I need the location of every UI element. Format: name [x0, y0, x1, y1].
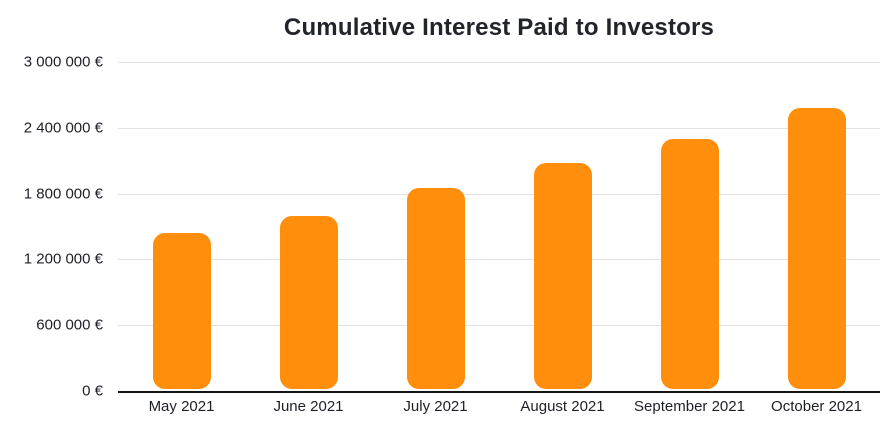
- gridline: [118, 325, 880, 327]
- bar-may-2021[interactable]: [152, 233, 211, 389]
- y-tick-label: 0 €: [82, 382, 103, 400]
- y-tick-label: 1 800 000 €: [23, 185, 103, 203]
- gridline: [118, 259, 880, 261]
- y-tick-label: 3 000 000 €: [23, 53, 103, 71]
- bar-june-2021[interactable]: [279, 215, 338, 389]
- x-tick-label: August 2021: [520, 398, 605, 415]
- y-tick-label: 1 200 000 €: [23, 250, 103, 268]
- y-tick-label: 600 000 €: [36, 316, 103, 334]
- y-axis: 0 € 600 000 € 1 200 000 € 1 800 000 € 2 400 …: [0, 54, 103, 400]
- gridline: [118, 127, 880, 129]
- y-tick-label: 2 400 000 €: [23, 119, 103, 137]
- x-tick-label: October 2021: [771, 398, 862, 415]
- x-axis: May 2021 June 2021 July 2021 August 2021 Sep…: [118, 398, 880, 420]
- gridline: [118, 62, 880, 63]
- plot-area: [118, 62, 880, 393]
- x-tick-label: July 2021: [403, 398, 468, 415]
- gridline: [118, 193, 880, 195]
- x-tick-label: June 2021: [273, 398, 344, 415]
- bar-august-2021[interactable]: [533, 162, 592, 389]
- x-tick-label: May 2021: [148, 398, 215, 415]
- bar-september-2021[interactable]: [660, 138, 719, 389]
- chart-title: Cumulative Interest Paid to Investors: [283, 14, 715, 41]
- bar-october-2021[interactable]: [787, 108, 846, 389]
- x-tick-label: September 2021: [634, 398, 745, 415]
- bar-july-2021[interactable]: [406, 188, 465, 389]
